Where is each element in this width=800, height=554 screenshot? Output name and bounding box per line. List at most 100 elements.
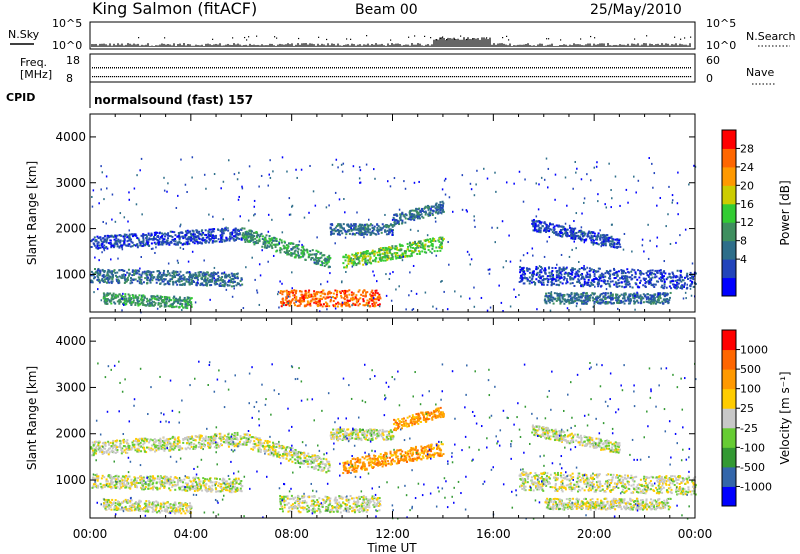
power-cell [173,239,176,242]
freq-label-1: Freq. [20,56,47,69]
power-cell [410,290,413,293]
power-cell [191,176,193,179]
power-cell [118,245,121,248]
power-cell [357,262,360,265]
power-cell [165,243,168,246]
power-cell [212,275,215,278]
power-cell [423,248,426,251]
power-cell [650,271,653,274]
power-cell [264,244,267,247]
power-cell [433,239,436,242]
power-cell [286,244,289,247]
power-cell [632,296,635,299]
power-cell [402,254,405,257]
power-cell [90,274,93,277]
power-cell [592,283,595,286]
power-cell [95,239,98,242]
power-cell [140,274,143,277]
power-cell [597,267,600,270]
power-cell [276,243,279,246]
power-cell [552,302,555,305]
power-cell [340,281,343,284]
power-cell [647,281,650,284]
power-cell [142,281,145,284]
velocity-cell [156,477,159,480]
power-cell [398,208,401,211]
power-cell [299,301,302,304]
power-cell [105,241,108,244]
power-cell [222,228,225,231]
power-cell [365,250,368,253]
power-cell [600,284,603,287]
power-cell [322,296,325,299]
power-cell [412,246,415,249]
power-cell [558,234,561,237]
power-cell [362,227,365,230]
power-cell [606,237,609,240]
power-cell [439,209,442,212]
power-cell [98,244,101,247]
power-cell [593,275,596,278]
power-cell [654,283,657,286]
power-cell [335,229,338,232]
power-cell [296,247,299,250]
power-cell [371,229,374,232]
power-cell [542,275,545,278]
power-cell [101,242,104,245]
power-cell [328,265,331,268]
power-cell [579,308,582,311]
power-cell [546,296,549,299]
power-cell [293,256,296,259]
power-cell [664,294,667,297]
power-cell [423,251,426,254]
power-cell [158,273,161,276]
power-cell [566,266,568,269]
beam-title: Beam 00 [355,2,418,18]
power-cell [303,298,306,301]
power-cell [411,213,414,216]
power-cell [435,254,438,257]
power-cell [548,301,551,304]
power-cell [325,305,328,308]
power-cell [388,246,391,249]
power-cell [610,294,613,297]
power-cell [337,223,340,226]
power-cell [597,232,600,235]
power-cell [108,275,111,278]
power-cell [571,267,574,270]
power-cell [547,186,549,189]
power-cell [628,276,631,279]
power-cell [525,277,528,280]
power-cell [324,257,327,260]
power-cell [383,225,386,228]
power-cell [99,272,102,275]
power-cell [608,162,610,165]
power-cell [390,248,393,251]
power-cell [253,214,255,217]
power-cell [112,292,115,295]
power-cell [304,258,307,261]
power-cell [441,236,444,239]
power-cell [378,295,381,298]
power-cell [352,228,355,231]
power-cell [183,299,186,302]
power-cell [618,299,621,302]
power-cell [579,237,582,240]
power-cell [141,213,143,216]
power-cell [254,240,257,243]
power-cell [605,206,608,209]
power-cell [188,299,191,302]
power-cell [360,227,363,230]
power-cell [374,233,377,236]
power-cell [663,285,666,288]
power-cell [423,211,426,214]
power-cell [661,273,663,276]
power-cell [375,301,378,304]
power-cell [367,259,370,262]
power-cell [150,301,153,304]
power-cell [205,234,208,237]
power-cell [469,263,471,266]
power-cell [555,276,558,279]
power-cell [145,239,148,242]
power-cell [532,254,534,257]
